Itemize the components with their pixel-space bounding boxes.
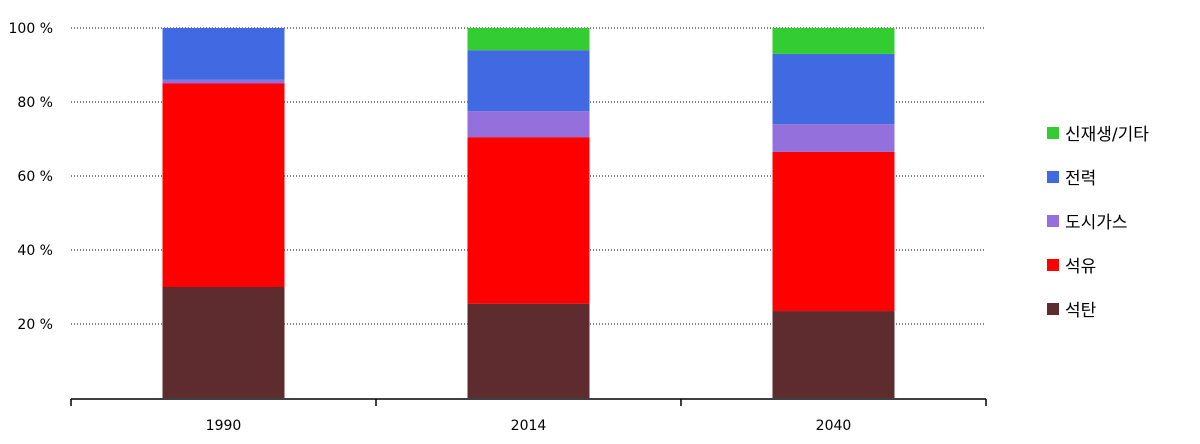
y-tick-label: 60 % <box>17 169 53 185</box>
bar-segment <box>162 83 285 287</box>
legend-label: 도시가스 <box>1065 213 1128 233</box>
bar-segment <box>467 50 590 112</box>
y-tick-label: 100 % <box>9 21 53 37</box>
bar-segment <box>162 287 285 398</box>
axes: 20 % 40 % 60 % 80 % 100 % 1990 2014 2040 <box>9 21 987 434</box>
bar-segment <box>467 111 590 138</box>
x-tick-label: 1990 <box>206 418 242 434</box>
bar-segment <box>772 311 895 398</box>
bar-segment <box>772 151 895 312</box>
bar-segment <box>467 303 590 398</box>
bars <box>162 28 895 398</box>
legend-swatch <box>1047 259 1059 271</box>
legend-swatch <box>1047 215 1059 227</box>
legend-label: 전력 <box>1065 169 1096 189</box>
legend-swatch <box>1047 303 1059 315</box>
bar-segment <box>467 28 590 51</box>
bar-segment <box>772 53 895 125</box>
y-tick-label: 80 % <box>17 95 53 111</box>
bar-segment <box>162 28 285 80</box>
bar-segment <box>467 137 590 304</box>
legend-label: 신재생/기타 <box>1065 125 1149 145</box>
x-tick-label: 2014 <box>511 418 547 434</box>
legend-label: 석탄 <box>1065 301 1097 321</box>
bar-segment <box>772 124 895 152</box>
x-tick-label: 2040 <box>816 418 852 434</box>
y-tick-label: 20 % <box>17 317 53 333</box>
legend-swatch <box>1047 171 1059 183</box>
bar-segment <box>772 28 895 54</box>
legend-label: 석유 <box>1065 257 1096 277</box>
bar-segment <box>162 79 285 84</box>
legend-swatch <box>1047 127 1059 139</box>
y-tick-label: 40 % <box>17 243 53 259</box>
